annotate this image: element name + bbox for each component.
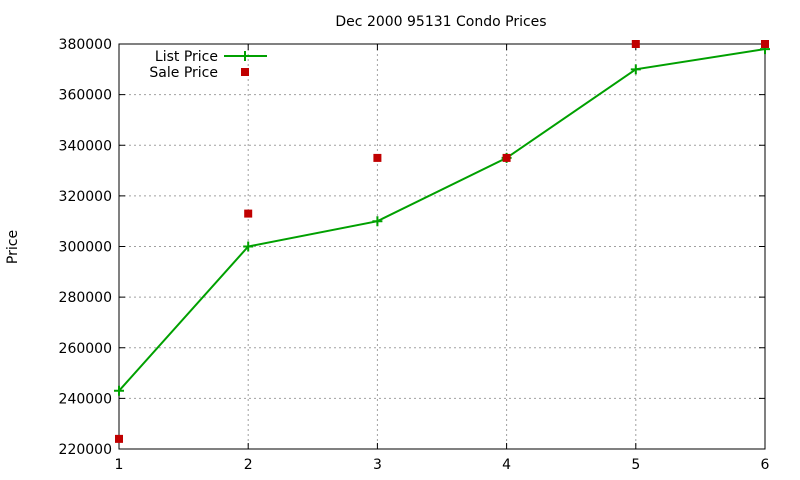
y-tick-label: 220000: [59, 442, 112, 458]
data-point-square: [761, 40, 769, 48]
y-tick-label: 360000: [59, 88, 112, 104]
y-tick-label: 280000: [59, 290, 112, 306]
data-point-square: [631, 40, 640, 48]
legend-square-swatch: [241, 68, 249, 76]
x-tick-label: 1: [115, 457, 124, 473]
y-tick-label: 320000: [59, 189, 112, 205]
x-tick-label: 5: [631, 457, 640, 473]
x-tick-label: 3: [373, 457, 382, 473]
data-point-cross: [243, 241, 254, 252]
y-tick-label: 380000: [59, 37, 112, 53]
x-tick-label: 6: [761, 457, 770, 473]
axis-ticks: 220000 240000 260000 280000 300000 320000 3400…: [59, 37, 770, 473]
series-sale-price: [115, 40, 769, 443]
y-axis-label: Price: [5, 230, 21, 264]
y-tick-label: 300000: [59, 240, 112, 256]
series-layer: [114, 40, 770, 443]
data-point-square: [373, 153, 382, 162]
legend-label: List Price: [155, 49, 218, 65]
data-point-cross: [630, 64, 641, 75]
legend-cross-swatch: [240, 51, 250, 61]
x-tick-label: 4: [502, 457, 511, 473]
series-list-price: [114, 44, 770, 396]
data-point-cross: [372, 216, 383, 227]
data-point-square: [244, 209, 253, 218]
series-line: [118, 48, 766, 392]
data-point-square: [502, 153, 511, 162]
y-tick-label: 240000: [59, 391, 112, 407]
legend-label: Sale Price: [149, 65, 218, 81]
chart-title: Dec 2000 95131 Condo Prices: [335, 14, 546, 30]
x-tick-label: 2: [244, 457, 253, 473]
grid: [119, 44, 765, 449]
y-tick-label: 340000: [59, 138, 112, 154]
data-point-cross: [114, 385, 124, 396]
y-tick-label: 260000: [59, 341, 112, 357]
data-point-square: [115, 434, 123, 443]
